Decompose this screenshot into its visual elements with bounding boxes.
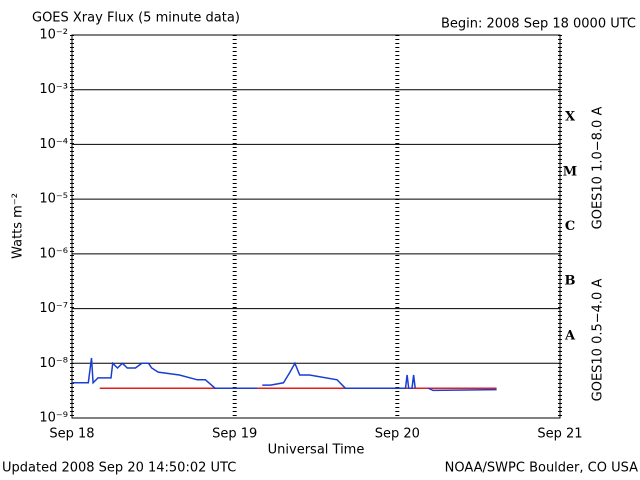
flare-class-label: X xyxy=(565,110,576,125)
y-tick-label: 10⁻⁶ xyxy=(39,246,68,261)
x-axis-label: Universal Time xyxy=(268,443,365,458)
x-tick-label: Sep 19 xyxy=(212,427,257,442)
y-tick-label: 10⁻² xyxy=(39,28,68,43)
legend-entry: GOES10 0.5−4.0 A xyxy=(591,279,606,402)
x-tick-label: Sep 21 xyxy=(537,427,582,442)
chart-title: GOES Xray Flux (5 minute data) xyxy=(32,11,240,26)
x-tick-label: Sep 20 xyxy=(375,427,420,442)
footer-right: NOAA/SWPC Boulder, CO USA xyxy=(445,461,638,476)
y-tick-label: 10⁻⁷ xyxy=(39,301,68,316)
y-tick-label: 10⁻⁴ xyxy=(39,137,68,152)
chart-subtitle: Begin: 2008 Sep 18 0000 UTC xyxy=(441,17,636,32)
flare-class-label: C xyxy=(565,219,575,234)
y-axis-label: Watts m⁻² xyxy=(11,193,26,259)
flare-class-label: M xyxy=(563,164,577,179)
legend-entry: GOES10 1.0−8.0 A xyxy=(591,107,606,230)
y-tick-label: 10⁻⁸ xyxy=(39,356,68,371)
flare-class-label: A xyxy=(564,328,576,343)
flare-class-label: B xyxy=(565,274,576,289)
y-tick-label: 10⁻³ xyxy=(39,82,68,97)
footer-left: Updated 2008 Sep 20 14:50:02 UTC xyxy=(2,461,236,476)
x-tick-label: Sep 18 xyxy=(49,427,94,442)
y-tick-label: 10⁻⁹ xyxy=(39,411,68,426)
y-tick-label: 10⁻⁵ xyxy=(39,192,68,207)
plot-frame xyxy=(71,34,561,419)
series-line xyxy=(72,357,497,392)
